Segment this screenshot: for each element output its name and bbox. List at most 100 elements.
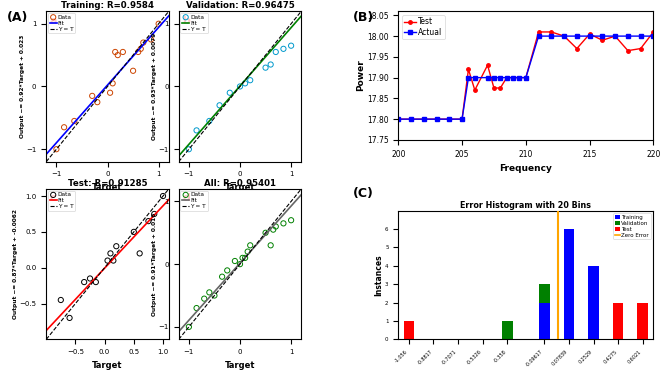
Data bbox=[242, 249, 253, 255]
Actual bbox=[560, 34, 568, 38]
Actual bbox=[465, 75, 473, 80]
Fit bbox=[298, 14, 306, 18]
Test bbox=[649, 30, 657, 34]
Bar bbox=[564, 229, 574, 339]
Fit bbox=[203, 121, 211, 126]
Y-axis label: Instances: Instances bbox=[375, 254, 383, 296]
Data bbox=[108, 258, 119, 264]
Fit bbox=[198, 127, 206, 131]
Title: All: R=0.95401: All: R=0.95401 bbox=[204, 179, 276, 188]
Line: Test: Test bbox=[397, 30, 655, 121]
Fit bbox=[71, 298, 79, 303]
Text: (A): (A) bbox=[7, 11, 28, 24]
Data bbox=[286, 217, 296, 223]
Y-axis label: Output ~= 0.91*Target + 0.016: Output ~= 0.91*Target + 0.016 bbox=[152, 213, 157, 316]
Test bbox=[535, 30, 543, 34]
Actual bbox=[637, 34, 645, 38]
Actual bbox=[490, 75, 498, 80]
Fit bbox=[238, 259, 246, 263]
Text: b: b bbox=[182, 16, 190, 26]
Legend: Data, Fit, Y = T: Data, Fit, Y = T bbox=[48, 13, 75, 34]
Y-axis label: Output ~= 0.87*Target + -0.0062: Output ~= 0.87*Target + -0.0062 bbox=[13, 209, 18, 319]
Data bbox=[102, 258, 113, 264]
Data bbox=[224, 90, 235, 96]
Data bbox=[153, 21, 164, 27]
Fit bbox=[106, 81, 114, 85]
Data bbox=[158, 193, 168, 199]
Text: (B): (B) bbox=[353, 11, 374, 24]
Legend: Test, Actual: Test, Actual bbox=[402, 15, 445, 39]
Test bbox=[560, 34, 568, 38]
Data bbox=[245, 77, 255, 83]
Legend: Data, Fit, Y = T: Data, Fit, Y = T bbox=[180, 191, 208, 211]
Data bbox=[69, 118, 80, 124]
Test bbox=[446, 117, 453, 121]
X-axis label: Target: Target bbox=[92, 361, 123, 370]
Test bbox=[624, 48, 632, 53]
X-axis label: Target: Target bbox=[92, 183, 123, 192]
Data bbox=[204, 118, 214, 124]
Data bbox=[59, 124, 69, 130]
Data bbox=[230, 258, 240, 264]
Actual bbox=[484, 75, 492, 80]
Actual bbox=[509, 75, 517, 80]
Test bbox=[496, 86, 504, 90]
Fit bbox=[248, 70, 255, 75]
Data bbox=[191, 128, 202, 134]
Fit bbox=[155, 208, 163, 212]
Fit bbox=[238, 82, 246, 86]
Fit bbox=[198, 303, 206, 308]
Data bbox=[271, 49, 281, 55]
Data bbox=[108, 80, 118, 86]
Actual bbox=[432, 117, 440, 121]
Fit bbox=[42, 152, 50, 157]
Test bbox=[420, 117, 428, 121]
Fit bbox=[175, 154, 183, 158]
Line: Fit: Fit bbox=[179, 195, 302, 332]
Data bbox=[286, 43, 296, 49]
Data bbox=[111, 243, 121, 249]
Actual bbox=[585, 34, 593, 38]
Data bbox=[84, 276, 95, 282]
Data bbox=[238, 255, 248, 261]
X-axis label: Target: Target bbox=[225, 361, 255, 370]
Actual bbox=[503, 75, 511, 80]
Fit bbox=[71, 120, 79, 124]
Title: Test: R=0.91285: Test: R=0.91285 bbox=[68, 179, 147, 188]
Actual bbox=[458, 117, 466, 121]
Line: Fit: Fit bbox=[46, 200, 169, 330]
Fit bbox=[291, 199, 299, 204]
Fit bbox=[291, 21, 299, 25]
Fit bbox=[288, 203, 296, 208]
Actual bbox=[420, 117, 428, 121]
Data bbox=[64, 315, 75, 321]
Bar bbox=[403, 321, 414, 339]
Line: Actual: Actual bbox=[397, 34, 655, 121]
Data bbox=[260, 230, 271, 236]
Actual bbox=[547, 34, 555, 38]
Y-axis label: Output ~= 0.92*Target + 0.023: Output ~= 0.92*Target + 0.023 bbox=[20, 35, 24, 138]
Data bbox=[129, 229, 139, 235]
Data bbox=[90, 279, 101, 285]
Data bbox=[149, 211, 160, 217]
Data bbox=[135, 46, 146, 52]
Data bbox=[217, 274, 228, 280]
Data bbox=[204, 289, 214, 295]
Test bbox=[490, 86, 498, 90]
Test bbox=[407, 117, 415, 121]
Fit bbox=[106, 261, 114, 265]
Fit bbox=[165, 197, 173, 202]
Fit bbox=[298, 192, 306, 197]
Data bbox=[92, 99, 102, 105]
Fit bbox=[158, 204, 166, 209]
Test bbox=[547, 30, 555, 34]
Text: a: a bbox=[50, 16, 57, 26]
Fit bbox=[165, 13, 173, 18]
Fit bbox=[175, 329, 183, 334]
Actual bbox=[599, 34, 607, 38]
Actual bbox=[471, 75, 478, 80]
Fit bbox=[115, 250, 123, 255]
Fit bbox=[248, 248, 255, 252]
Data bbox=[183, 324, 194, 330]
Fit bbox=[158, 21, 166, 25]
